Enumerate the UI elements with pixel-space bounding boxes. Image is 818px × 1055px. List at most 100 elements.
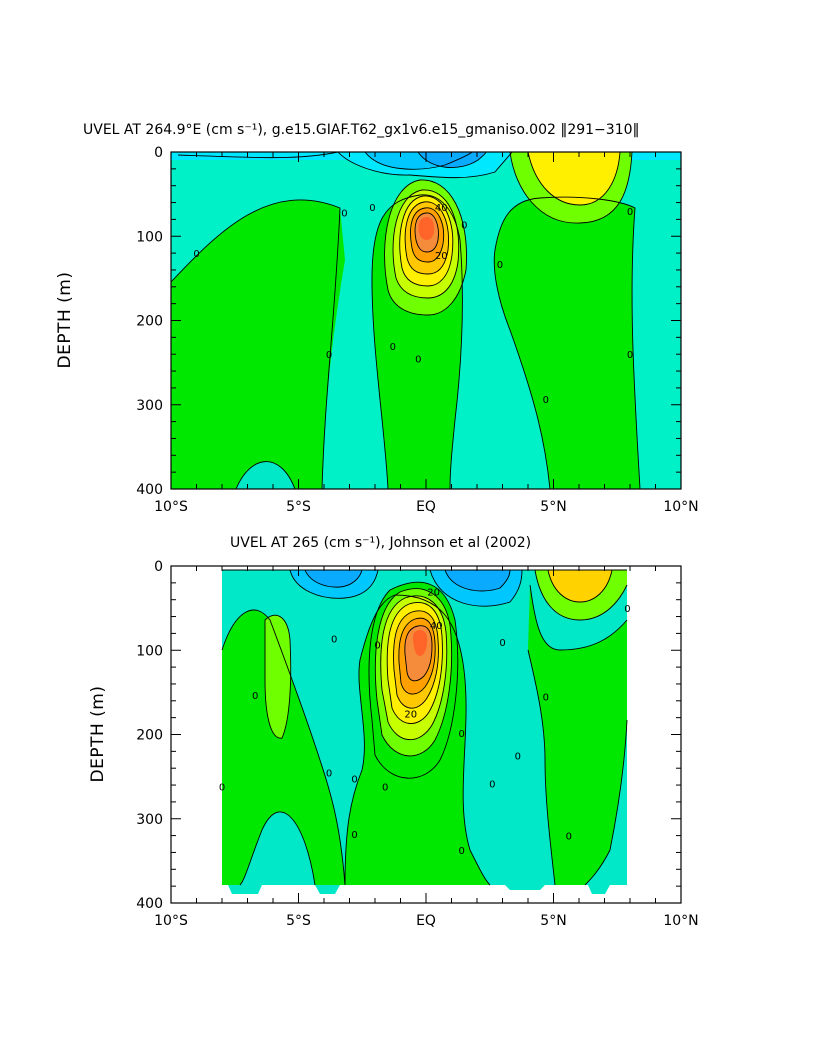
contour-50 (410, 207, 445, 263)
contour2-0-west-b (239, 811, 316, 886)
contour-label: 0 (326, 350, 332, 361)
contour2-0-east-b (527, 649, 556, 886)
contour-label: 0 (543, 693, 549, 704)
contour-label: 0 (193, 249, 199, 260)
contour2-0-central (344, 594, 491, 886)
y-tick-label: 200 (136, 728, 163, 744)
contour2-euc-30 (386, 602, 443, 724)
band-neg30-west (305, 570, 362, 588)
contour-label: 0 (566, 832, 572, 843)
band-neg40 (418, 152, 486, 168)
panel1-contour-labels: 0 0 0 0 0 0 0 0 0 0 0 20 40 (193, 203, 633, 406)
contour-label: 20 (427, 587, 440, 598)
contour-label: 0 (219, 783, 225, 794)
contour-label: 0 (627, 350, 633, 361)
contour2-euc-20 (380, 595, 448, 741)
band-0-10-west (171, 199, 345, 489)
contour-label: 0 (624, 604, 630, 615)
x-tick-label: 5°N (540, 499, 566, 515)
contour-neg-patch (235, 461, 296, 489)
y-tick-label: 100 (136, 229, 163, 245)
panel1-ylabel: DEPTH (m) (55, 272, 75, 369)
y-tick-label: 0 (154, 559, 163, 575)
band-neg30-east (445, 570, 510, 591)
contour-label: 0 (627, 207, 633, 218)
contour-label: 0 (374, 640, 380, 651)
y-tick-label: 300 (136, 812, 163, 828)
x-tick-label: 5°S (286, 499, 311, 515)
x-tick-label: 10°S (154, 499, 188, 515)
contour-neg10 (337, 152, 513, 179)
contour-label: 0 (459, 729, 465, 740)
contour-0-euc (371, 194, 463, 489)
contour2-euc-60 (404, 625, 433, 682)
x-tick-label: EQ (416, 499, 436, 515)
panel-observations: UVEL AT 265 (cm s⁻¹), Johnson et al (200… (88, 535, 699, 929)
patch-neg (236, 461, 295, 489)
contour2-20-east (547, 569, 613, 603)
contour2-euc-50 (398, 617, 436, 695)
contour-label: 0 (390, 342, 396, 353)
contour-surface (177, 152, 339, 159)
contour-10 (384, 179, 467, 316)
contour2-neg30-west (304, 569, 363, 588)
contour-10-east (509, 152, 633, 224)
band-0-10-west (222, 610, 345, 885)
contour2-neg20-west (289, 569, 379, 599)
contour-30 (399, 195, 454, 287)
y-tick-label: 100 (136, 643, 163, 659)
contour-label: 0 (497, 260, 503, 271)
panel2-contour-labels: 0 0 0 0 0 0 0 0 0 0 0 0 0 0 0 0 20 20 40 (219, 587, 631, 857)
contour-40 (404, 201, 449, 275)
contour-label: 0 (351, 774, 357, 785)
panel2-title: UVEL AT 265 (cm s⁻¹), Johnson et al (200… (230, 535, 531, 551)
x-tick-label: 5°S (286, 913, 311, 929)
contour-label: 0 (382, 783, 388, 794)
contour-label: 20 (404, 709, 417, 720)
contour-label: 0 (515, 752, 521, 763)
contour-label: 40 (430, 621, 443, 632)
panel2-fields (221, 569, 628, 894)
contour-0-west (171, 199, 341, 489)
band-10-20-west (265, 615, 291, 739)
x-tick-label: 10°N (663, 499, 698, 515)
contour-label: 0 (489, 779, 495, 790)
contour-label: 0 (369, 203, 375, 214)
x-tick-label: 10°S (154, 913, 188, 929)
y-tick-label: 400 (136, 482, 163, 498)
band-0-10-east (494, 197, 640, 489)
band-20-30-east (548, 570, 612, 602)
contour-neg30 (417, 152, 487, 168)
contour-label: 0 (331, 634, 337, 645)
contour-60 (414, 212, 439, 253)
contour2-euc-40 (393, 610, 439, 709)
contour-label: 0 (415, 354, 421, 365)
contour-20 (392, 189, 460, 299)
contour-label: 0 (252, 691, 258, 702)
contour2-euc-0 (368, 581, 459, 779)
band-0-10-east (528, 585, 627, 885)
contour2-0-west (221, 609, 346, 886)
contour-neg20 (364, 152, 473, 170)
contour2-0-east-c (584, 719, 628, 886)
contour-0-east-b (493, 249, 551, 489)
contour-20-east (527, 152, 621, 206)
contour-label: 0 (341, 209, 347, 220)
contour2-10-east (534, 569, 628, 621)
contour-label: 40 (435, 203, 448, 214)
y-tick-label: 0 (154, 145, 163, 161)
contour-label: 0 (459, 846, 465, 857)
x-tick-label: EQ (416, 913, 436, 929)
contour2-0-east (529, 584, 628, 651)
contour-label: 20 (435, 251, 448, 262)
contour2-neg30-east (444, 569, 511, 592)
x-tick-label: 5°N (540, 913, 566, 929)
y-tick-label: 400 (136, 896, 163, 912)
contour-label: 0 (326, 768, 332, 779)
panel1-title: UVEL AT 264.9°E (cm s⁻¹), g.e15.GIAF.T62… (83, 122, 640, 138)
panel-model: UVEL AT 264.9°E (cm s⁻¹), g.e15.GIAF.T62… (55, 122, 699, 515)
contour2-neg20-east (429, 569, 523, 607)
